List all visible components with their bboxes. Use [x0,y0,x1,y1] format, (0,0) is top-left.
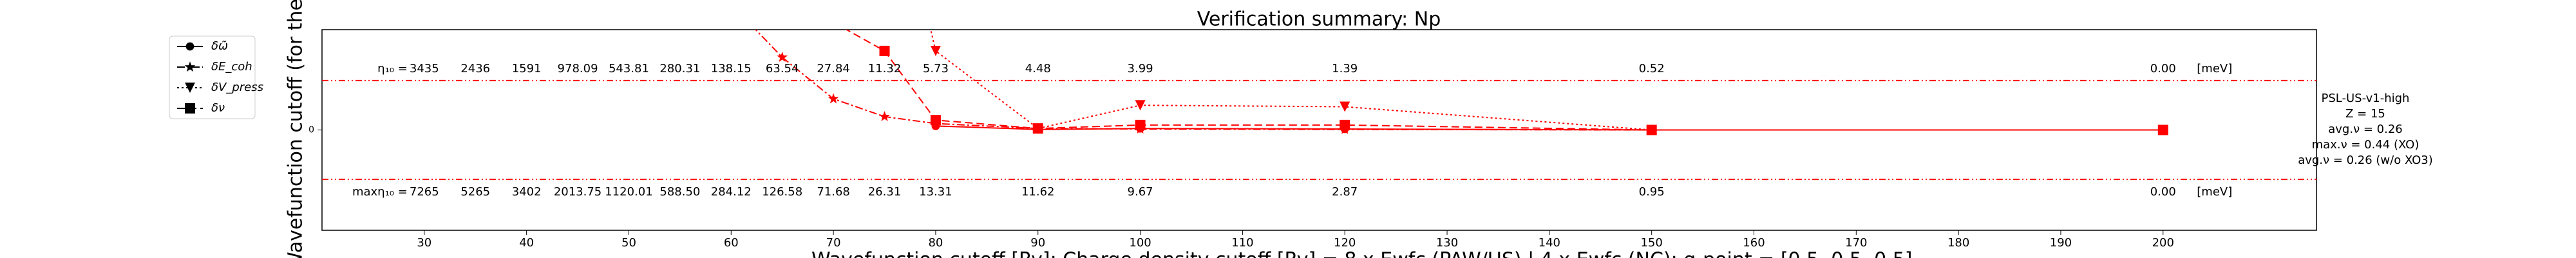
eta-value: 0.00 [2150,62,2176,75]
marker [930,115,941,126]
marker [1032,123,1043,134]
x-tick-label: 190 [2050,236,2072,250]
legend-label: δω̃ [211,39,228,53]
unit-label: [meV] [2197,62,2232,75]
max-eta-value: 7265 [410,185,439,199]
info-text: avg.ν = 0.26 [2328,123,2403,136]
marker [726,0,737,8]
marker [1135,119,1146,130]
legend-marker [184,61,196,72]
x-tick-label: 140 [1539,236,1560,250]
marker [1340,119,1350,130]
legend-box [169,35,256,119]
max-eta-value: 0.00 [2150,185,2176,199]
x-tick-label: 80 [928,236,943,250]
info-text: PSL-US-v1-high [2322,92,2410,105]
info-text: Z = 15 [2345,107,2385,121]
marker [930,45,941,56]
x-tick-label: 70 [826,236,841,250]
x-axis-label: Wavefunction cutoff [Ry]; Charge density… [811,249,1913,258]
legend-label: δν [211,101,225,115]
x-tick-label: 160 [1743,236,1765,250]
eta-value: 63.54 [766,62,799,75]
max-eta-value: 71.68 [817,185,850,199]
info-text: avg.ν = 0.26 (w/o XO3) [2298,154,2433,167]
series-line [845,30,2163,131]
eta-value: 2436 [460,62,490,75]
x-tick-label: 170 [1845,236,1867,250]
y-axis-label: Wavefunction cutoff (for the SSSP) [285,0,307,258]
x-tick-label: 120 [1334,236,1356,250]
marker [828,17,838,28]
max-eta-value: 26.31 [868,185,902,199]
max-eta-value: 0.95 [1639,185,1665,199]
marker [1135,100,1146,111]
legend-marker [185,83,195,93]
x-tick-label: 150 [1640,236,1662,250]
marker [1646,124,1657,135]
eta-value: 3435 [410,62,439,75]
marker [1340,101,1350,112]
y-tick-label: 0 [308,125,314,135]
chart-title: Verification summary: Np [1197,8,1441,31]
plot-area [726,0,2169,135]
eta-value: 27.84 [817,62,850,75]
x-tick-label: 200 [2152,236,2174,250]
x-tick-label: 110 [1231,236,1253,250]
eta-value: 1.39 [1332,62,1358,75]
eta-value: 11.32 [868,62,902,75]
max-eta-value: 5265 [460,185,490,199]
x-tick-label: 30 [417,236,431,250]
marker [879,45,890,56]
info-text: max.ν = 0.44 (XO) [2312,138,2420,152]
x-tick-label: 50 [621,236,636,250]
max-eta-value: 11.62 [1021,185,1055,199]
eta-value: 3.99 [1128,62,1153,75]
marker [879,111,890,121]
eta-value: 138.15 [711,62,752,75]
legend-marker [185,103,195,114]
max-eta-label: maxη₁₀ = [352,185,408,199]
max-eta-value: 13.31 [919,185,952,199]
eta-value: 1591 [512,62,542,75]
series-line [930,30,2163,131]
eta-value: 0.52 [1639,62,1665,75]
legend-marker [185,42,194,51]
x-tick-label: 130 [1436,236,1458,250]
max-eta-value: 588.50 [659,185,700,199]
max-eta-value: 1120.01 [605,185,652,199]
x-tick-label: 100 [1129,236,1151,250]
eta-value: 978.09 [558,62,598,75]
marker [2157,124,2168,135]
legend-label: δV_press [211,81,263,94]
series-line [755,30,2163,131]
marker [777,52,788,63]
eta-value: 4.48 [1025,62,1051,75]
max-eta-value: 284.12 [711,185,752,199]
eta-value: 280.31 [659,62,700,75]
x-tick-label: 60 [724,236,739,250]
marker [828,93,839,104]
legend-label: δE_coh [211,60,252,74]
eta-label: η₁₀ = [377,62,408,75]
eta-value: 543.81 [609,62,649,75]
max-eta-value: 2.87 [1332,185,1358,199]
max-eta-value: 3402 [512,185,542,199]
eta-value: 5.73 [923,62,949,75]
unit-label: [meV] [2197,185,2232,199]
max-eta-value: 9.67 [1128,185,1153,199]
x-tick-label: 180 [1947,236,1969,250]
max-eta-value: 2013.75 [554,185,601,199]
x-tick-label: 90 [1030,236,1045,250]
x-tick-label: 40 [519,236,534,250]
max-eta-value: 126.58 [762,185,802,199]
